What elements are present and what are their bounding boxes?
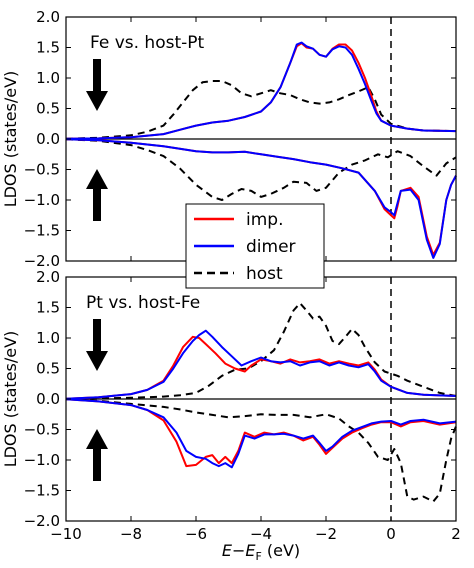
y-tick-label: −2.0 (24, 512, 60, 530)
x-axis-label: E−EF (eV) (222, 541, 300, 563)
y-tick-label: −0.5 (24, 161, 60, 179)
x-tick-label: −2 (315, 525, 337, 543)
panel-annotation: Pt vs. host-Fe (86, 293, 200, 313)
series-host-dn (65, 398, 457, 503)
series-host-up (65, 80, 457, 140)
legend-label: host (246, 264, 283, 284)
y-tick-label: 2.0 (36, 268, 60, 286)
y-tick-label: −1.5 (24, 222, 60, 240)
y-tick-label: 0.0 (36, 390, 60, 408)
series-dimer-up (65, 329, 457, 400)
panel-top: −2.0 −1.5 −1.0 −0.5 0.0 0.5 1.0 1.5 2.0 LDOS (sta… (1, 8, 457, 270)
panel-annotation: Fe vs. host-Pt (90, 33, 205, 53)
y-tick-label: 1.5 (36, 39, 60, 57)
y-tick-label: 1.5 (36, 299, 60, 317)
series-host-dn (65, 138, 457, 201)
spin-down-arrow-icon (86, 319, 108, 371)
legend-label: dimer (246, 237, 296, 257)
x-tick-label: −6 (185, 525, 207, 543)
y-tick-label: 0.5 (36, 360, 60, 378)
y-axis-label: LDOS (states/eV) (1, 71, 20, 208)
panel-bottom: −2.0 −1.5 −1.0 −0.5 0.0 0.5 1.0 1.5 2.0 −10 −8 −6 −4… (1, 268, 461, 563)
x-tick-label: −4 (250, 525, 272, 543)
y-tick-label: 0.0 (36, 130, 60, 148)
y-tick-label: −2.0 (24, 252, 60, 270)
y-tick-label: 2.0 (36, 8, 60, 26)
series-dimer-up (65, 41, 457, 140)
y-axis-label: LDOS (states/eV) (1, 331, 20, 468)
y-tick-label: −0.5 (24, 421, 60, 439)
y-tick-label: 1.0 (36, 329, 60, 347)
series-dimer-dn (65, 398, 457, 469)
y-tick-label: 0.5 (36, 100, 60, 118)
series-imp-up (65, 42, 457, 140)
spin-up-arrow-icon (86, 429, 108, 481)
series-host-up (65, 302, 457, 400)
y-tick-label: 1.0 (36, 69, 60, 87)
x-tick-label: 0 (386, 525, 396, 543)
legend-label: imp. (246, 210, 283, 230)
spin-down-arrow-icon (86, 59, 108, 111)
x-tick-label: −10 (50, 525, 82, 543)
x-tick-label: −8 (120, 525, 142, 543)
y-tick-label: −1.0 (24, 451, 60, 469)
y-tick-label: −1.5 (24, 482, 60, 500)
legend: imp. dimer host (185, 203, 325, 289)
series-dimer-dn (65, 138, 457, 259)
x-tick-label: 2 (451, 525, 461, 543)
y-tick-label: −1.0 (24, 191, 60, 209)
spin-up-arrow-icon (86, 169, 108, 221)
